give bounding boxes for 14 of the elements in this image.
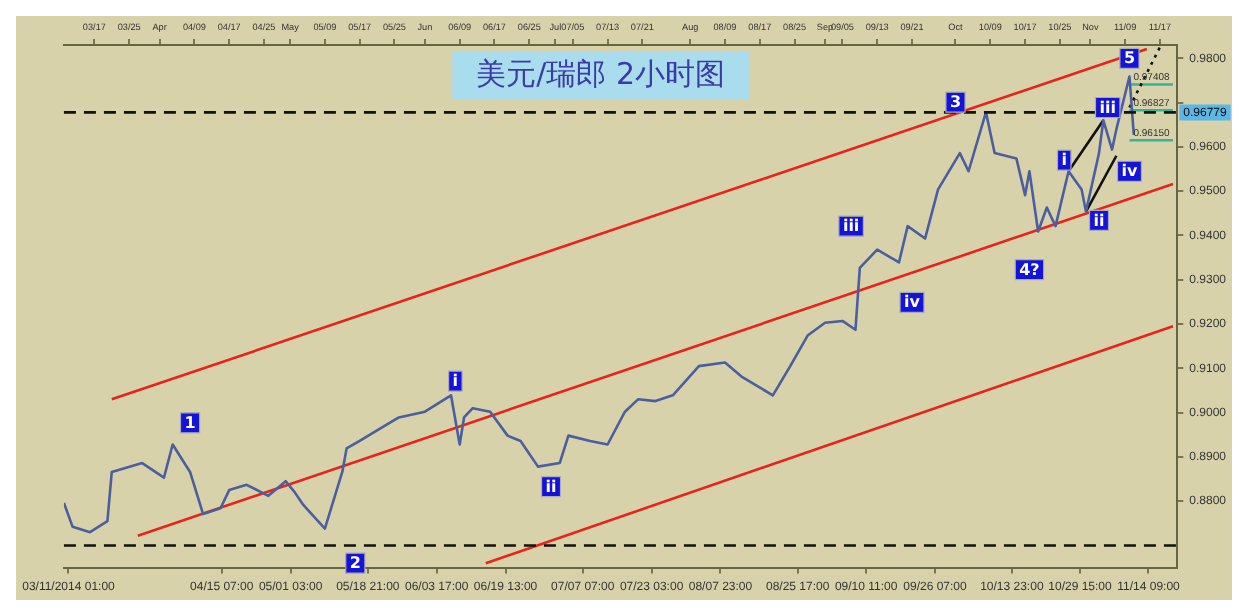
annotation: iv [1121,162,1139,181]
annotation: 5 [1123,49,1136,68]
annotation: 1 [184,413,197,432]
annotation: 2 [349,554,361,573]
annotation: ii [1093,211,1106,230]
chart-title: 美元/瑞郎 2小时图 [476,55,725,92]
annotation: iii [1099,98,1117,117]
annotation: ii [545,477,558,496]
annotation: 3 [949,93,962,112]
annotation: iv [904,293,922,312]
annotation: i [1061,151,1068,170]
annotation: iii [842,217,860,236]
annotation: 4? [1019,260,1041,279]
annotation: i [452,372,459,391]
